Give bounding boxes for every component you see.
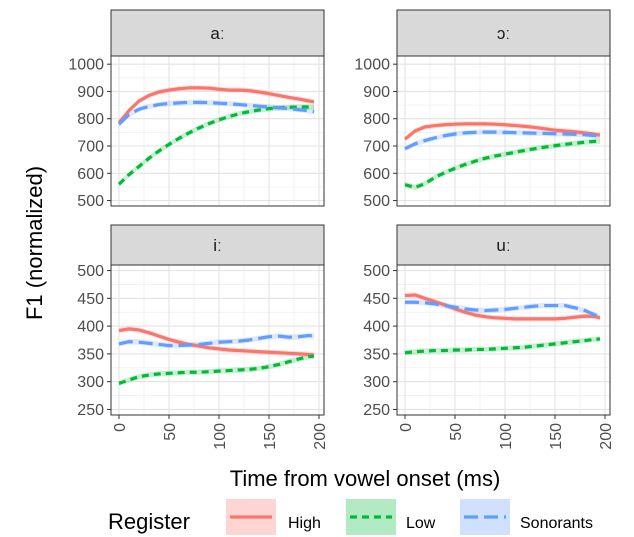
panel-border [110,55,325,207]
panel-border [396,264,611,416]
ribbon-high [119,85,314,126]
legend-items: High Low Sonorants [226,499,593,535]
y-tick-label: 1000 [354,57,390,74]
facet-strip [110,9,325,57]
legend-label-low: Low [406,515,436,532]
x-tick-label: 100 [212,423,229,450]
series-line-low [118,354,315,385]
y-tick-label: 250 [77,402,104,419]
y-tick-label: 800 [363,111,390,128]
x-tick-label: 200 [598,423,615,450]
series-line-high [117,86,315,124]
panel-border [396,55,611,207]
ribbon-low [119,104,314,187]
y-tick-label: 600 [363,166,390,183]
y-tick-label: 500 [363,263,390,280]
y-tick-label: 300 [363,374,390,391]
series-line-sonorants [405,300,601,319]
legend: Register High Low Sonorants [108,499,593,535]
x-tick-label: 100 [498,423,515,450]
facet-strip-label: iː [213,236,222,255]
x-tick-label: 200 [312,423,329,450]
series-line-high [403,122,601,141]
y-tick-label: 900 [363,84,390,101]
series-line-high [404,293,601,321]
ribbon-high [119,326,314,358]
facet-strip [110,224,325,266]
ribbon-high [405,121,600,142]
y-tick-label: 450 [77,291,104,308]
panel-4: uː 250 300 350 400 450 500 0 50 100 150 200 [363,224,615,450]
x-axis-title: Time from vowel onset (ms) [230,466,501,491]
y-tick-label: 350 [77,346,104,363]
x-tick-label: 0 [398,423,415,432]
panel-3: iː 250 300 350 400 450 500 0 50 100 150 200 [77,224,329,450]
legend-label-high: High [288,515,321,532]
series-line-low [404,139,601,190]
facet-strip-label: ɔː [497,24,510,43]
x-tick-label: 150 [548,423,565,450]
y-tick-label: 800 [77,111,104,128]
y-tick-label: 500 [77,193,104,210]
legend-label-sonorants: Sonorants [520,515,593,532]
facet-strip-label: uː [496,236,510,255]
y-tick-label: 700 [77,139,104,156]
x-tick-label: 50 [448,423,465,441]
panel-2: ɔː 500 600 700 800 900 1000 [354,9,611,210]
y-tick-label: 300 [77,374,104,391]
panels-layer: aː5006007008009001000ɔː50060070080090010… [68,9,615,450]
y-tick-label: 400 [77,319,104,336]
series-line-low [404,337,601,355]
panel-1: aː 500 600 700 800 900 1000 [68,9,325,210]
y-tick-label: 350 [363,346,390,363]
y-tick-label: 250 [363,402,390,419]
y-tick-label: 500 [363,193,390,210]
y-axis-title: F1 (normalized) [22,166,47,320]
y-tick-label: 700 [363,139,390,156]
legend-title: Register [108,509,190,534]
y-tick-label: 1000 [68,57,104,74]
plot-background [111,56,324,206]
y-tick-label: 400 [363,319,390,336]
x-tick-label: 150 [262,423,279,450]
series-line-sonorants [117,100,315,126]
ribbon-high [405,292,600,322]
series-line-sonorants [118,333,315,348]
facet-strip-label: aː [210,24,224,43]
x-tick-label: 0 [112,423,129,432]
y-tick-label: 450 [363,291,390,308]
y-tick-label: 900 [77,84,104,101]
panel-border [110,264,325,416]
x-tick-label: 50 [162,423,179,441]
series-line-high [118,327,315,357]
series-line-sonorants [404,130,601,151]
y-tick-label: 600 [77,166,104,183]
y-tick-label: 500 [77,263,104,280]
facet-strip [396,224,611,266]
facet-strip [396,9,611,57]
